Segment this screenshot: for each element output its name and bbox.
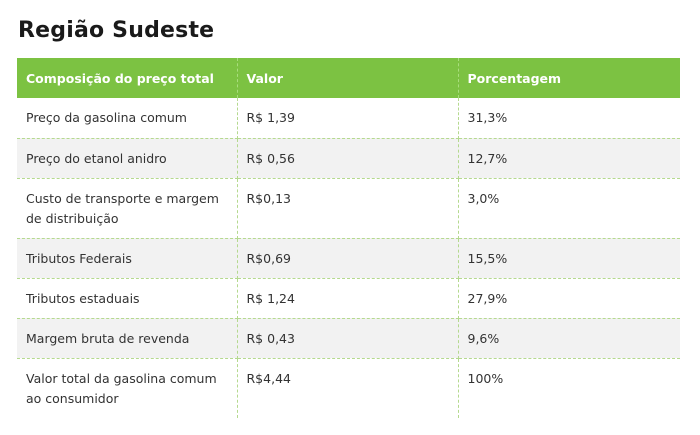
cell-valor: R$ 1,24 [237,278,459,319]
page-title: Região Sudeste [18,18,215,43]
cell-item: Tributos Federais [17,238,238,279]
table-header-row: Composição do preço total Valor Porcenta… [17,58,680,98]
table-row: Preço da gasolina comum R$ 1,39 31,3% [17,98,680,139]
cell-valor: R$0,69 [237,238,459,279]
table-row: Preço do etanol anidro R$ 0,56 12,7% [17,138,680,179]
cell-item: Valor total da gasolina comum ao consumi… [17,358,238,418]
header-porcentagem: Porcentagem [458,58,680,98]
cell-item: Margem bruta de revenda [17,318,238,359]
table-row: Tributos Federais R$0,69 15,5% [17,238,680,279]
cell-porcentagem: 15,5% [458,238,680,279]
cell-valor: R$ 1,39 [237,98,459,139]
cell-item: Custo de transporte e margem de distribu… [17,178,238,239]
cell-valor: R$0,13 [237,178,459,239]
table-row: Custo de transporte e margem de distribu… [17,178,680,239]
cell-porcentagem: 9,6% [458,318,680,359]
header-composicao: Composição do preço total [17,58,238,98]
table-row: Valor total da gasolina comum ao consumi… [17,358,680,418]
header-valor: Valor [237,58,459,98]
cell-porcentagem: 100% [467,370,504,386]
cell-valor: R$ 0,43 [237,318,459,359]
cell-porcentagem: 27,9% [458,278,680,319]
cell-valor: R$4,44 [237,358,459,418]
cell-item: Tributos estaduais [17,278,238,319]
table-row: Margem bruta de revenda R$ 0,43 9,6% [17,318,680,359]
table-row: Tributos estaduais R$ 1,24 27,9% [17,278,680,319]
cell-porcentagem: 3,0% [458,178,680,239]
cell-valor: R$ 0,56 [237,138,459,179]
cell-item: Preço da gasolina comum [17,98,238,139]
cell-porcentagem: 31,3% [458,98,680,139]
cell-porcentagem: 12,7% [458,138,680,179]
cell-item: Preço do etanol anidro [17,138,238,179]
price-composition-table: Composição do preço total Valor Porcenta… [17,58,680,418]
